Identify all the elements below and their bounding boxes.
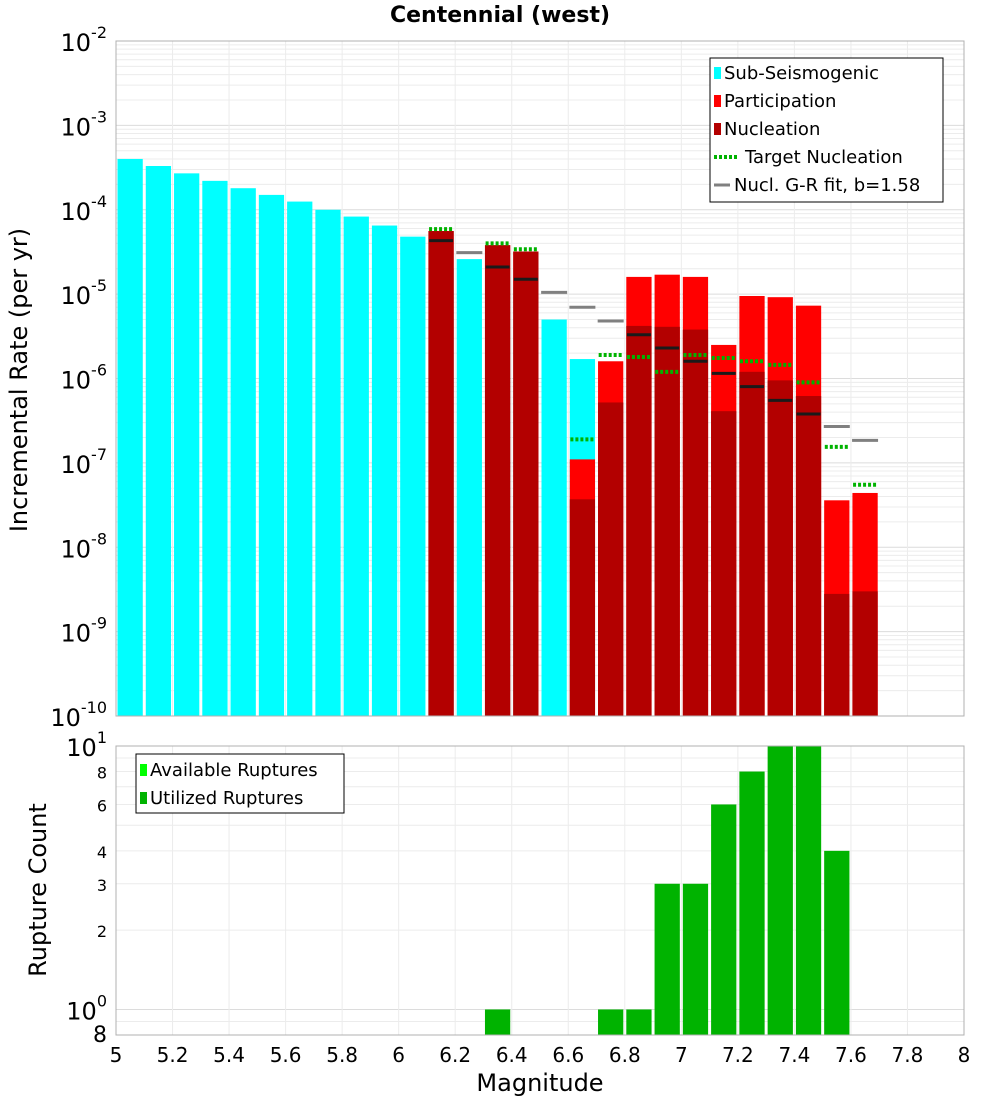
x-tick-label: 5 (110, 1043, 123, 1067)
top-y-tick-label: 10-6 (61, 361, 108, 395)
nucleation-bar (484, 245, 511, 717)
bottom-y-minor-tick-label: 6 (97, 796, 107, 815)
x-tick-label: 7.8 (892, 1043, 924, 1067)
sub-seismogenic-bar (541, 319, 567, 716)
bottom-plot-frame (115, 745, 965, 1036)
x-tick-label: 8 (958, 1043, 971, 1067)
top-y-tick-label: 10-9 (61, 614, 108, 648)
nucleation-bar (739, 371, 765, 716)
utilized-ruptures-bar (598, 1009, 624, 1035)
nucleation-bar (513, 251, 539, 716)
sub-seismogenic-bar (400, 236, 426, 716)
sub-seismogenic-bar (315, 209, 341, 716)
x-axis-label: Magnitude (476, 1069, 603, 1097)
sub-seismogenic-bar (117, 158, 143, 717)
legend-swatch (140, 792, 147, 804)
bottom-y-minor-tick-label: 3 (97, 876, 107, 895)
top-y-tick-label: 10-8 (61, 529, 108, 563)
top-y-tick-label: 10-5 (61, 276, 108, 310)
nucleation-bar (598, 402, 624, 716)
top-legend-box (709, 57, 944, 203)
x-tick-label: 7 (675, 1043, 688, 1067)
legend-swatch (714, 123, 721, 135)
nucleation-bar (711, 411, 737, 716)
sub-seismogenic-bar (258, 194, 285, 716)
nucleation-bar (767, 380, 793, 716)
sub-seismogenic-bar (174, 173, 200, 716)
utilized-ruptures-bar (682, 883, 709, 1035)
legend-swatch (714, 67, 721, 79)
nucleation-bar (852, 591, 878, 716)
top-plot-frame (115, 40, 965, 717)
nucleation-bar (428, 230, 454, 716)
bottom-y-minor-tick-label: 2 (97, 922, 107, 941)
x-tick-label: 6.6 (552, 1043, 584, 1067)
nucleation-bar (626, 325, 652, 716)
legend-swatch (140, 764, 147, 776)
nucleation-bar (795, 396, 822, 716)
legend-label: Sub-Seismogenic (724, 63, 879, 84)
nucleation-bar (824, 593, 850, 716)
bottom-y-tick-label: 101 (66, 728, 107, 762)
utilized-ruptures-bar (484, 1009, 511, 1035)
sub-seismogenic-bar (371, 225, 398, 716)
x-tick-label: 6.4 (496, 1043, 528, 1067)
top-y-tick-label: 10-4 (61, 192, 108, 226)
legend-label: Participation (724, 91, 836, 112)
bottom-legend-box (135, 753, 345, 814)
sub-seismogenic-bar (456, 259, 482, 716)
utilized-ruptures-bar (767, 746, 793, 1035)
sub-seismogenic-bar (287, 201, 313, 716)
utilized-ruptures-bar (824, 850, 850, 1035)
x-tick-label: 5.8 (326, 1043, 358, 1067)
bottom-y-axis-label: Rupture Count (24, 803, 52, 977)
legend-label: Available Ruptures (150, 760, 318, 781)
nucleation-bar (654, 326, 680, 716)
sub-seismogenic-bar (145, 166, 172, 717)
utilized-ruptures-bar (739, 771, 765, 1035)
x-tick-label: 6 (392, 1043, 405, 1067)
nucleation-bar (569, 499, 596, 716)
utilized-ruptures-bar (626, 1009, 652, 1035)
sub-seismogenic-bar (343, 216, 369, 716)
top-y-tick-label: 10-2 (61, 23, 108, 57)
chart-title: Centennial (west) (390, 3, 610, 28)
legend-label: Utilized Ruptures (150, 788, 303, 809)
x-tick-label: 6.8 (609, 1043, 641, 1067)
legend-label: Nucleation (724, 119, 820, 140)
legend-label: Target Nucleation (744, 147, 903, 168)
x-tick-label: 7.6 (835, 1043, 867, 1067)
bottom-y-tick-label: 100 (66, 991, 107, 1025)
legend-label: Nucl. G-R fit, b=1.58 (734, 175, 920, 196)
bottom-y-minor-tick-label: 4 (97, 843, 107, 862)
top-y-tick-label: 10-7 (61, 445, 108, 479)
utilized-ruptures-bar (654, 883, 680, 1035)
x-tick-label: 5.6 (270, 1043, 302, 1067)
x-tick-label: 7.2 (722, 1043, 754, 1067)
utilized-ruptures-bar (711, 804, 737, 1035)
x-tick-label: 5.4 (213, 1043, 245, 1067)
x-tick-label: 6.2 (439, 1043, 471, 1067)
x-tick-label: 5.2 (157, 1043, 189, 1067)
bottom-y-minor-tick-label: 8 (97, 764, 107, 783)
sub-seismogenic-bar (230, 188, 256, 717)
top-y-tick-label: 10-10 (50, 698, 107, 732)
top-y-tick-label: 10-3 (61, 107, 108, 141)
bottom-y-minor-tick-label: 8 (93, 1023, 107, 1048)
nucleation-bar (682, 329, 709, 716)
sub-seismogenic-bar (202, 180, 228, 716)
utilized-ruptures-bar (795, 746, 822, 1035)
legend-swatch (714, 95, 721, 107)
x-tick-label: 7.4 (778, 1043, 810, 1067)
top-y-axis-label: Incremental Rate (per yr) (5, 228, 33, 532)
